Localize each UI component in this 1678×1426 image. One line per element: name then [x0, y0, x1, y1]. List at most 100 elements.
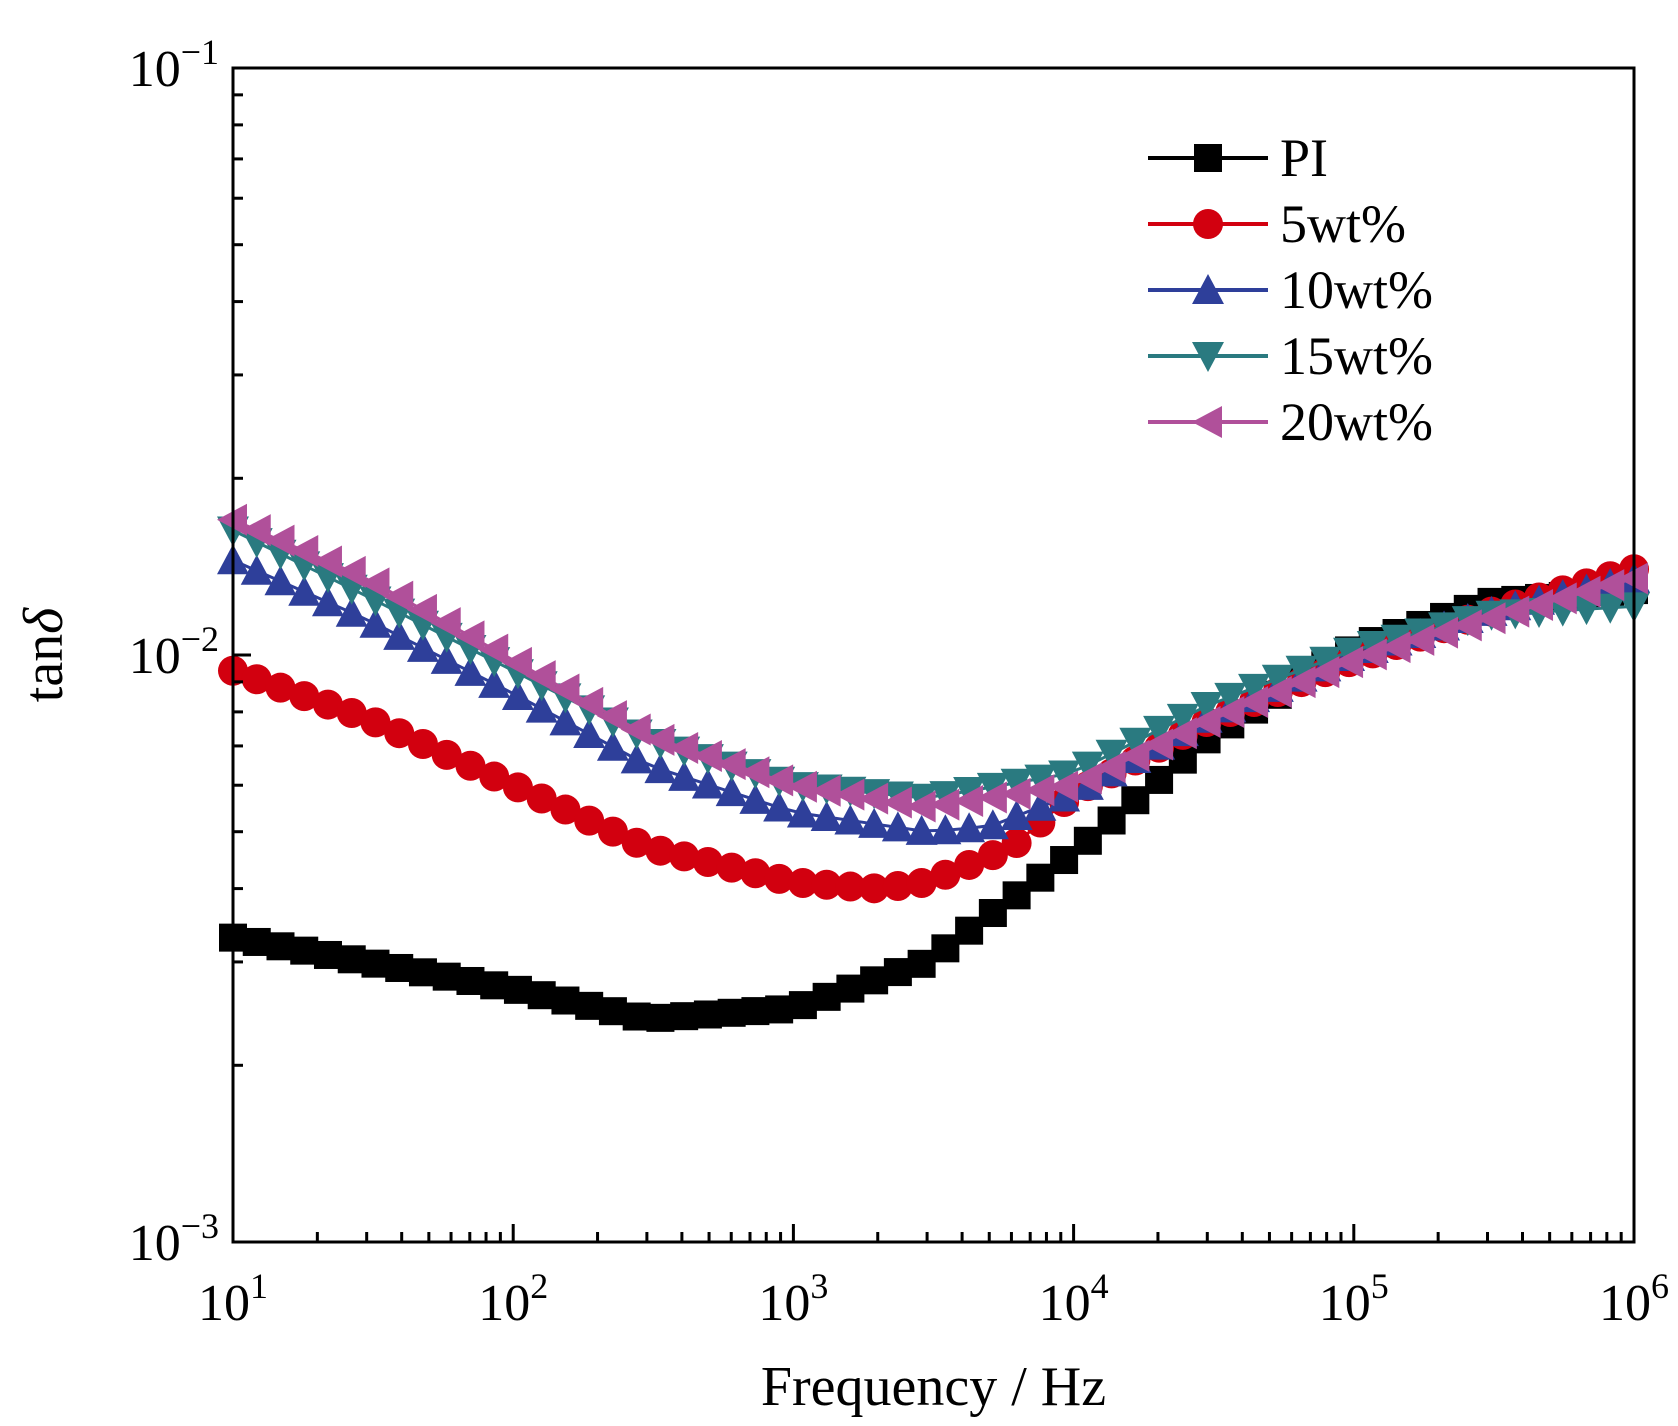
data-point — [242, 927, 271, 956]
data-point — [1214, 682, 1247, 713]
data-point — [264, 565, 297, 596]
series-20wtpct — [217, 503, 1648, 823]
legend-label: PI — [1280, 128, 1328, 188]
data-point — [1380, 631, 1411, 664]
data-point — [882, 871, 913, 902]
legend-marker — [1192, 342, 1224, 372]
data-point — [905, 790, 936, 823]
data-point — [1261, 676, 1292, 709]
data-point — [359, 567, 390, 600]
data-point — [385, 953, 414, 982]
data-point — [1428, 616, 1459, 649]
data-point — [311, 586, 344, 617]
data-point — [645, 835, 676, 866]
data-point — [1143, 715, 1176, 746]
data-point — [1119, 727, 1152, 758]
y-tick-label: 10−3 — [129, 1206, 219, 1272]
data-point — [810, 800, 843, 831]
data-point — [670, 1002, 699, 1031]
data-point — [1095, 739, 1128, 770]
data-point — [788, 991, 817, 1020]
data-point — [881, 811, 914, 842]
data-point — [574, 805, 605, 836]
data-point — [691, 768, 724, 799]
data-point — [836, 974, 865, 1003]
data-point — [1546, 582, 1577, 615]
data-point — [953, 812, 986, 843]
data-point — [715, 748, 746, 781]
data-point — [337, 945, 366, 974]
data-point — [1333, 637, 1366, 668]
data-point — [1190, 705, 1221, 738]
data-point — [740, 858, 771, 889]
x-tick-label: 101 — [198, 1266, 268, 1332]
data-point — [336, 698, 367, 729]
data-point — [976, 772, 1009, 803]
data-point — [787, 868, 818, 899]
data-point — [1594, 569, 1625, 602]
data-point — [430, 607, 461, 640]
data-point — [1356, 638, 1387, 671]
data-point — [883, 958, 912, 987]
data-point — [311, 545, 342, 578]
data-point — [550, 794, 581, 825]
data-point — [1000, 768, 1033, 799]
data-point — [1050, 846, 1079, 875]
data-point — [858, 807, 891, 838]
data-point — [240, 554, 273, 585]
data-point — [264, 524, 295, 557]
data-point — [265, 672, 296, 703]
data-point — [668, 731, 699, 764]
data-point — [549, 673, 580, 706]
data-point — [692, 846, 723, 877]
data-point — [501, 679, 534, 710]
data-point — [811, 869, 842, 900]
data-point — [573, 718, 606, 749]
legend-item: 20wt% — [1148, 392, 1433, 452]
data-point — [1097, 806, 1126, 835]
data-point — [1048, 781, 1081, 812]
data-point — [1570, 575, 1601, 608]
data-point — [715, 776, 748, 807]
x-tick-label: 103 — [758, 1266, 828, 1332]
data-point — [953, 776, 986, 807]
x-tick-label: 105 — [1319, 1266, 1389, 1332]
data-point — [1285, 666, 1316, 699]
data-point — [335, 596, 368, 627]
data-point — [408, 958, 437, 987]
data-point — [765, 995, 794, 1024]
data-point — [620, 713, 651, 746]
data-point — [835, 871, 866, 902]
data-point — [1523, 588, 1554, 621]
data-point — [739, 756, 770, 789]
data-point — [978, 899, 1007, 928]
legend-label: 5wt% — [1280, 194, 1406, 254]
data-point — [1404, 623, 1435, 656]
data-point — [1024, 774, 1055, 807]
data-point — [1166, 717, 1197, 750]
legend-item: PI — [1148, 128, 1328, 188]
x-tick-label: 102 — [478, 1266, 548, 1332]
legend-item: 5wt% — [1148, 194, 1406, 254]
data-point — [644, 753, 677, 784]
data-point — [478, 633, 509, 666]
data-point — [596, 730, 629, 761]
x-tick-label: 104 — [1039, 1266, 1109, 1332]
data-point — [360, 707, 391, 738]
data-point — [834, 778, 865, 811]
data-point — [290, 936, 319, 965]
data-point — [335, 555, 366, 588]
data-point — [406, 631, 439, 662]
data-point — [717, 998, 746, 1027]
data-point — [834, 804, 867, 835]
data-point — [931, 934, 960, 963]
data-point — [810, 774, 841, 807]
data-point — [479, 761, 510, 792]
data-point — [359, 607, 392, 638]
data-point — [1333, 646, 1364, 679]
data-point — [976, 781, 1007, 814]
data-point — [1238, 686, 1269, 719]
data-point — [1071, 751, 1104, 782]
data-point — [1048, 770, 1079, 803]
data-point — [1121, 786, 1150, 815]
